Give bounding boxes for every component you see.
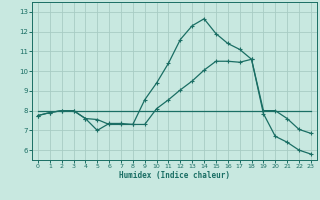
X-axis label: Humidex (Indice chaleur): Humidex (Indice chaleur): [119, 171, 230, 180]
